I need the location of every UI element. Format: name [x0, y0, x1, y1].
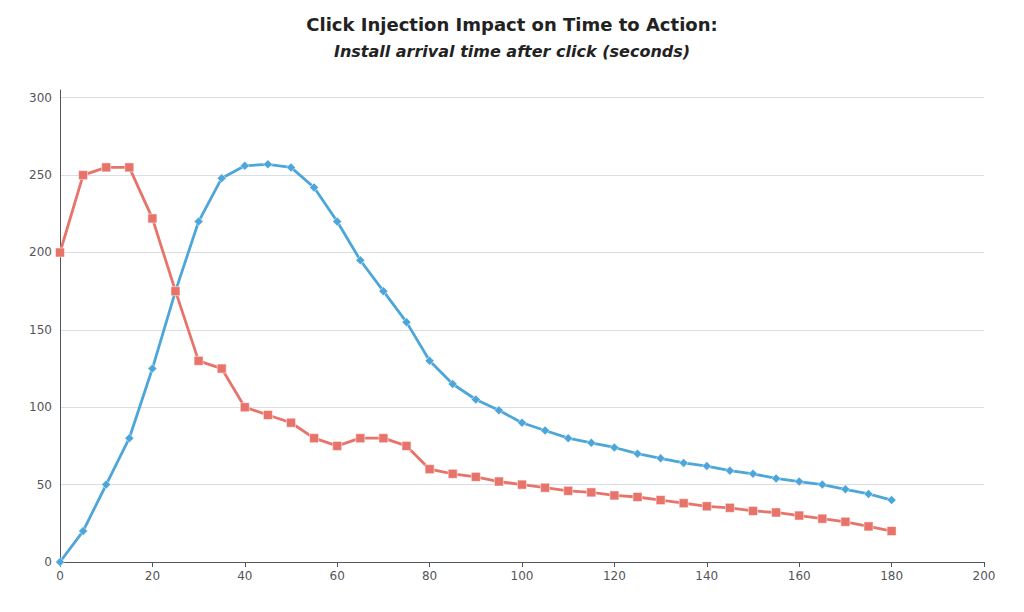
- svg-text:200: 200: [973, 569, 996, 583]
- svg-text:200: 200: [29, 245, 52, 259]
- svg-text:300: 300: [29, 91, 52, 105]
- svg-text:140: 140: [695, 569, 718, 583]
- svg-text:100: 100: [29, 400, 52, 414]
- svg-text:60: 60: [330, 569, 345, 583]
- svg-text:20: 20: [145, 569, 160, 583]
- svg-text:180: 180: [880, 569, 903, 583]
- svg-text:250: 250: [29, 168, 52, 182]
- svg-text:160: 160: [788, 569, 811, 583]
- svg-text:50: 50: [37, 478, 52, 492]
- svg-text:Install arrival time after cli: Install arrival time after click (second…: [334, 42, 690, 61]
- svg-text:40: 40: [237, 569, 252, 583]
- svg-text:80: 80: [422, 569, 437, 583]
- svg-text:100: 100: [511, 569, 534, 583]
- svg-text:0: 0: [56, 569, 64, 583]
- svg-text:Click Injection Impact on Time: Click Injection Impact on Time to Action…: [306, 14, 717, 35]
- svg-text:120: 120: [603, 569, 626, 583]
- svg-text:150: 150: [29, 323, 52, 337]
- svg-text:0: 0: [44, 555, 52, 569]
